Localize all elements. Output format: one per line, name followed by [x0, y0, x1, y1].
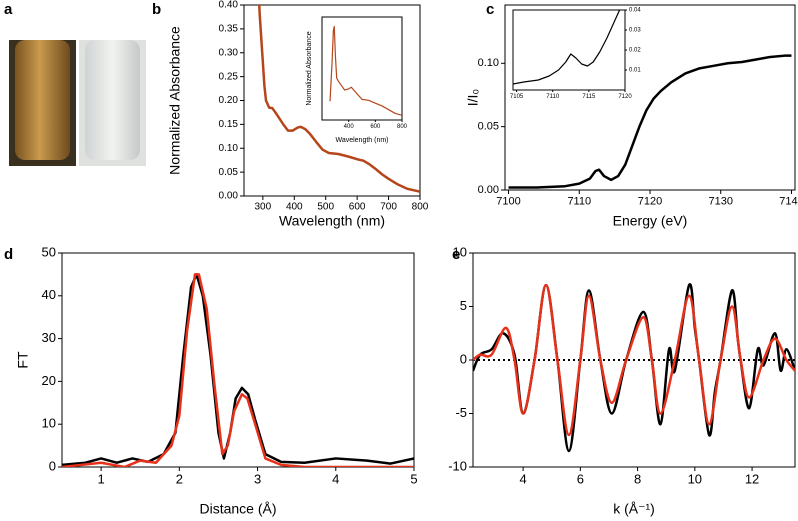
y-tick-label: 5	[460, 298, 467, 313]
y-tick-label: -5	[455, 405, 467, 420]
data-line	[473, 283, 795, 437]
y-tick-label: 0	[460, 351, 467, 366]
y-tick-label: 0.01	[629, 68, 641, 74]
data-line	[513, 10, 621, 85]
y-axis-label: Normalized Absorbance	[167, 26, 183, 175]
tube-brown	[15, 40, 70, 160]
x-tick-label: 4	[332, 472, 339, 487]
y-tick-label: 0.10	[478, 57, 499, 69]
y-tick-label: 0.00	[219, 191, 239, 202]
x-tick-label: 400	[344, 124, 355, 130]
x-tick-label: 12	[745, 472, 759, 487]
x-tick-label: 7120	[638, 196, 662, 208]
panel-label: e	[452, 246, 460, 263]
data-line	[62, 273, 414, 467]
x-tick-label: 7120	[618, 94, 632, 100]
y-tick-label: 30	[42, 330, 56, 345]
y-axis-label: Normalized Absorbance	[306, 31, 313, 105]
x-tick-label: 600	[370, 124, 381, 130]
x-tick-label: 3	[254, 472, 261, 487]
y-tick-label: 10	[453, 244, 467, 259]
y-tick-label: 10	[42, 416, 56, 431]
y-tick-label: 0.40	[219, 0, 239, 11]
x-tick-label: 1	[97, 472, 104, 487]
x-tick-label: 800	[412, 202, 429, 213]
plot-frame	[321, 16, 403, 121]
x-tick-label: 700	[380, 202, 397, 213]
y-tick-label: 0.04	[629, 8, 641, 14]
y-tick-label: 0.03	[629, 28, 641, 34]
y-tick-label: 0.05	[219, 167, 239, 178]
panel-label: a	[4, 1, 13, 18]
x-axis-label: Energy (eV)	[613, 213, 688, 229]
plot-frame	[512, 9, 626, 91]
y-tick-label: 0.02	[629, 48, 641, 54]
y-tick-label: -10	[448, 458, 467, 473]
panel: 7105 7110 7115 7120 0.01 0.02 0.03 0.04	[510, 8, 641, 100]
data-line	[62, 273, 414, 467]
plot-frame	[61, 252, 415, 468]
panel-label: b	[152, 1, 161, 18]
x-tick-label: 600	[349, 202, 366, 213]
panel-label: d	[4, 246, 13, 263]
x-tick-label: 4	[519, 472, 526, 487]
x-tick-label: 7130	[708, 196, 732, 208]
y-tick-label: 0.10	[219, 143, 239, 154]
y-axis-label: I/I₀	[465, 89, 481, 107]
data-line	[508, 54, 792, 189]
x-axis-label: Wavelength (nm)	[335, 137, 388, 144]
panel-label: c	[486, 1, 494, 18]
x-tick-label: 5	[410, 472, 417, 487]
y-tick-label: 0.05	[478, 121, 499, 133]
x-axis-label: k (Å⁻¹)	[613, 501, 655, 517]
x-tick-label: 7110	[546, 94, 560, 100]
x-tick-label: 300	[255, 202, 272, 213]
y-tick-label: 0.25	[219, 71, 239, 82]
x-tick-label: 500	[317, 202, 334, 213]
panel: 400 600 800 Wavelength (nm) Normalized Absor…	[306, 16, 408, 144]
photos	[9, 40, 146, 166]
x-axis-label: Wavelength (nm)	[279, 213, 385, 229]
y-tick-label: 0.15	[219, 119, 239, 130]
data-line	[329, 25, 402, 116]
x-tick-label: 10	[688, 472, 702, 487]
y-tick-label: 0.00	[478, 184, 499, 196]
x-tick-label: 8	[634, 472, 641, 487]
x-tick-label: 400	[286, 202, 303, 213]
y-tick-label: 0.35	[219, 24, 239, 35]
x-tick-label: 7100	[496, 196, 520, 208]
x-tick-label: 7105	[510, 94, 524, 100]
x-tick-label: 7115	[582, 94, 596, 100]
y-tick-label: 0.30	[219, 47, 239, 58]
y-axis-label: FT	[15, 351, 31, 369]
x-axis-label: Distance (Å)	[199, 501, 276, 517]
y-tick-label: 20	[42, 373, 56, 388]
y-tick-label: 0.20	[219, 95, 239, 106]
x-tick-label: 2	[176, 472, 183, 487]
x-tick-label: 7110	[567, 196, 591, 208]
panel: 4 6 8 10 12 -10 -5 0 5 10 k (Å⁻¹)	[448, 244, 796, 517]
y-tick-label: 0	[49, 458, 56, 473]
x-tick-label: 6	[577, 472, 584, 487]
y-tick-label: 40	[42, 287, 56, 302]
data-line	[258, 5, 420, 193]
tube-white	[85, 40, 140, 160]
x-tick-label: 800	[397, 124, 408, 130]
y-tick-label: 50	[42, 244, 56, 259]
